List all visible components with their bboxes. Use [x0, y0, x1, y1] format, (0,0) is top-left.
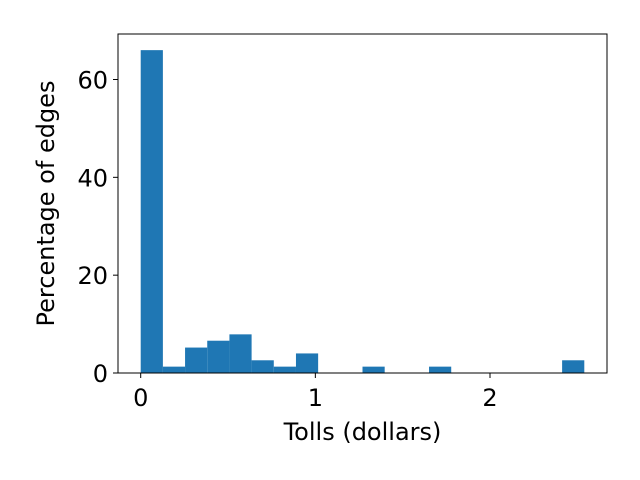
histogram-bar [273, 366, 296, 373]
y-tick-label: 20 [77, 262, 108, 290]
y-tick-label: 0 [93, 360, 108, 388]
x-tick-label: 1 [308, 384, 323, 412]
histogram-bar [429, 366, 452, 373]
histogram-bar [140, 50, 163, 374]
x-tick-label: 0 [133, 384, 148, 412]
x-tick-label: 2 [482, 384, 497, 412]
y-tick-label: 60 [77, 66, 108, 94]
x-axis-ticks: 0 1 2 [133, 373, 498, 412]
y-tick-label: 40 [77, 164, 108, 192]
histogram-bar [251, 360, 274, 373]
histogram-bar [207, 340, 230, 373]
histogram-bar [229, 334, 252, 373]
histogram-bar [295, 353, 319, 373]
histogram-bar [185, 347, 208, 373]
histogram-bar [362, 366, 385, 373]
y-axis-label: Percentage of edges [32, 81, 60, 327]
plot-frame [117, 33, 608, 374]
y-axis-ticks: 0 20 40 60 [77, 66, 118, 388]
bars-group [140, 50, 585, 374]
histogram-bar [162, 366, 186, 373]
histogram-bar [562, 360, 585, 373]
x-axis-label: Tolls (dollars) [283, 418, 442, 446]
